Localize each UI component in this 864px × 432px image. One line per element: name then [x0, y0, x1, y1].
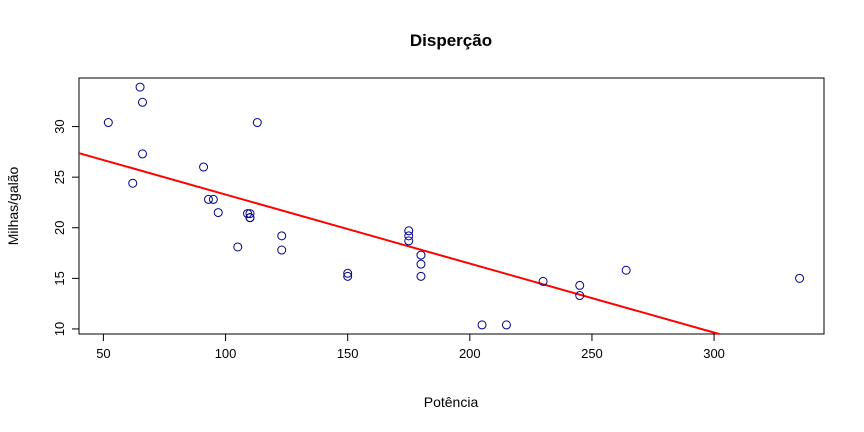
data-point	[234, 243, 242, 251]
x-tick-label: 200	[459, 346, 481, 361]
data-points	[104, 83, 803, 329]
data-point	[622, 266, 630, 274]
y-tick-label: 20	[52, 221, 67, 235]
data-point	[417, 251, 425, 259]
data-point	[204, 195, 212, 203]
data-point	[576, 281, 584, 289]
data-point	[136, 83, 144, 91]
x-tick-label: 50	[96, 346, 110, 361]
y-tick-label: 30	[52, 119, 67, 133]
data-point	[417, 272, 425, 280]
x-tick-label: 250	[581, 346, 603, 361]
x-tick-label: 100	[215, 346, 237, 361]
data-point	[796, 274, 804, 282]
data-point	[278, 246, 286, 254]
x-tick-label: 300	[703, 346, 725, 361]
x-tick-label: 150	[337, 346, 359, 361]
plot-frame	[79, 78, 824, 334]
data-point	[139, 150, 147, 158]
y-tick-label: 25	[52, 170, 67, 184]
data-point	[253, 119, 261, 127]
x-axis-label: Potência	[424, 394, 479, 410]
y-axis: 10 15 20 25 30	[52, 119, 79, 336]
y-axis-label: Milhas/galão	[5, 166, 21, 245]
data-point	[214, 209, 222, 217]
data-point	[478, 321, 486, 329]
data-point	[417, 260, 425, 268]
x-axis: 50 100 150 200 250 300	[96, 334, 725, 361]
data-point	[502, 321, 510, 329]
data-point	[129, 179, 137, 187]
data-point	[104, 119, 112, 127]
data-point	[209, 195, 217, 203]
regression-line	[79, 153, 719, 334]
chart-title: Disperção	[410, 31, 492, 50]
data-point	[405, 227, 413, 235]
y-tick-label: 15	[52, 271, 67, 285]
data-point	[200, 163, 208, 171]
data-point	[278, 232, 286, 240]
data-point	[139, 98, 147, 106]
y-tick-label: 10	[52, 322, 67, 336]
